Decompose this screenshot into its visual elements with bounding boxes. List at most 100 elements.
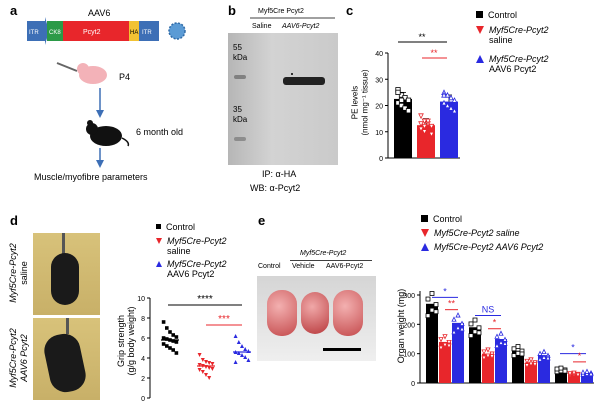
d-point bbox=[243, 355, 248, 359]
d-ytick-label: 8 bbox=[141, 316, 145, 323]
e-point bbox=[489, 351, 495, 357]
e-point bbox=[502, 340, 508, 346]
d-ytick-label: 0 bbox=[141, 396, 145, 403]
square-marker-icon bbox=[476, 11, 483, 18]
c-bar bbox=[440, 101, 458, 158]
e-point bbox=[446, 339, 452, 346]
organ-col-control: Control bbox=[258, 263, 281, 270]
e-point bbox=[429, 291, 435, 296]
e-point bbox=[498, 330, 504, 336]
d-point bbox=[174, 335, 179, 339]
c-point bbox=[418, 113, 424, 120]
e-point bbox=[468, 321, 474, 327]
e-bar bbox=[452, 322, 464, 383]
kda-unit-35: kDa bbox=[233, 115, 248, 124]
ip-label: IP: α-HA bbox=[262, 169, 297, 179]
e-point bbox=[584, 368, 590, 374]
e-bar bbox=[469, 327, 481, 383]
itr-right-segment bbox=[139, 21, 159, 41]
organ-photo bbox=[257, 276, 376, 361]
d-point bbox=[243, 347, 248, 351]
organ-col-aav6: AAV6-Pcyt2 bbox=[326, 263, 364, 270]
c-point bbox=[405, 97, 412, 103]
e-sig-label: NS bbox=[482, 305, 495, 315]
organ-vehicle bbox=[301, 292, 329, 334]
mouse-photo-aav6 bbox=[33, 318, 100, 400]
e-point bbox=[476, 330, 482, 336]
d-point bbox=[161, 342, 166, 346]
c-sig-label-1: ** bbox=[418, 32, 426, 42]
e-point bbox=[541, 348, 547, 354]
construct-title: AAV6 bbox=[88, 8, 111, 18]
segment-label-ck8: CK8 bbox=[49, 30, 61, 36]
legend-e-aav6: Myf5Cre-Pcyt2 AAV6 Pcyt2 bbox=[421, 242, 543, 252]
e-bar bbox=[581, 372, 593, 383]
photo2-label-line1: Myf5Cre-Pcyt2 bbox=[8, 328, 18, 388]
d-ytick-label: 4 bbox=[141, 356, 145, 363]
e-sig-label: * bbox=[443, 286, 447, 296]
photo1-label-line2: saline bbox=[19, 261, 29, 285]
e-point bbox=[468, 333, 474, 339]
blot-band-aav6 bbox=[283, 77, 325, 85]
c-point bbox=[441, 91, 447, 98]
d-ytick-label: 10 bbox=[137, 296, 145, 303]
c-sig-label-2: ** bbox=[430, 48, 438, 58]
segment-label-itr-right: ITR bbox=[142, 30, 152, 36]
e-point bbox=[511, 346, 517, 352]
c-point bbox=[448, 94, 454, 101]
e-point bbox=[567, 371, 573, 377]
age-label-p4: P4 bbox=[119, 72, 131, 82]
blot-header: Myf5Cre Pcyt2 bbox=[258, 8, 304, 15]
e-point bbox=[545, 355, 551, 361]
kda-unit-55: kDa bbox=[233, 53, 248, 62]
c-point bbox=[448, 105, 454, 111]
square-marker-icon bbox=[421, 215, 428, 222]
c-point bbox=[398, 102, 405, 109]
c-point bbox=[451, 97, 458, 103]
legend-e-control: Control bbox=[421, 214, 462, 224]
e-point bbox=[588, 370, 594, 377]
d-point bbox=[236, 340, 241, 344]
e-point bbox=[515, 344, 521, 349]
e-point bbox=[515, 350, 521, 356]
e-point bbox=[562, 368, 568, 374]
e-point bbox=[438, 337, 444, 343]
panel-e-letter: e bbox=[258, 213, 266, 228]
d-point bbox=[171, 339, 175, 343]
virus-icon bbox=[168, 22, 186, 40]
d-point bbox=[246, 358, 251, 362]
photo2-label-line2: AAV6 Pcyt2 bbox=[19, 334, 29, 382]
organ-header: Myf5Cre-Pcyt2 bbox=[300, 250, 347, 257]
c-ytick-label: 20 bbox=[375, 104, 383, 111]
legend-d-saline: Myf5Cre-Pcyt2 saline bbox=[156, 236, 227, 256]
e-point bbox=[472, 329, 478, 335]
e-point bbox=[476, 325, 482, 331]
c-point bbox=[402, 105, 408, 111]
organ-aav6 bbox=[333, 290, 363, 336]
photo1-label-line1: Myf5Cre-Pcyt2 bbox=[8, 243, 18, 303]
organ-control bbox=[267, 290, 297, 336]
d-point bbox=[197, 363, 202, 367]
e-point bbox=[481, 355, 487, 361]
d-point bbox=[171, 348, 175, 352]
grip-ylabel-line2: (g/g body weight) bbox=[126, 306, 136, 376]
pup-injection-icon bbox=[56, 62, 107, 84]
d-point bbox=[165, 326, 169, 330]
d-point bbox=[240, 344, 244, 348]
d-point bbox=[204, 360, 208, 364]
triangle-up-icon bbox=[421, 243, 429, 251]
panel-b-letter: b bbox=[228, 3, 236, 18]
d-point bbox=[200, 358, 205, 362]
arrow-down-icon bbox=[96, 148, 104, 168]
e-point bbox=[451, 328, 457, 335]
c-ytick-label: 10 bbox=[375, 130, 383, 137]
ck8-segment bbox=[47, 21, 63, 41]
c-point bbox=[444, 102, 451, 109]
e-point bbox=[571, 370, 577, 376]
c-point bbox=[398, 92, 405, 98]
kda-marker-55: 55 bbox=[233, 43, 242, 52]
e-point bbox=[485, 353, 491, 359]
legend-c-aav6: Myf5Cre-Pcyt2 AAV6 Pcyt2 bbox=[476, 54, 549, 74]
segment-label-itr-left: ITR bbox=[29, 30, 39, 36]
